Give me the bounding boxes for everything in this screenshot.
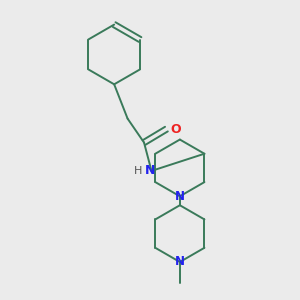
- Text: H: H: [134, 166, 142, 176]
- Text: N: N: [175, 190, 185, 203]
- Text: N: N: [175, 256, 185, 268]
- Text: O: O: [170, 123, 181, 136]
- Text: N: N: [145, 164, 155, 177]
